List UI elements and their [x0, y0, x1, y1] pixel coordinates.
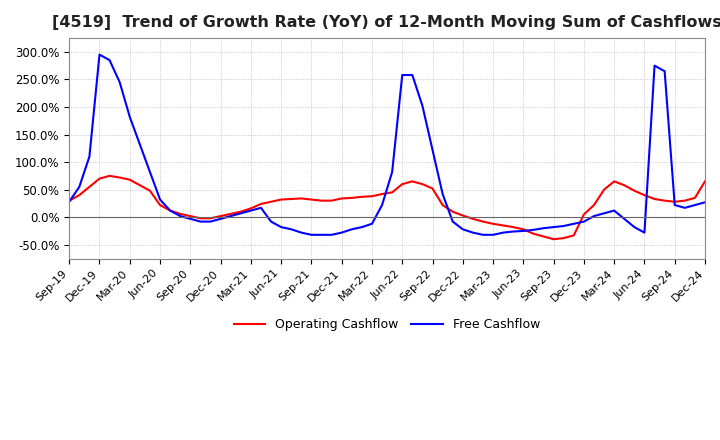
Free Cashflow: [65, 199, 73, 205]
Free Cashflow: [398, 73, 407, 78]
Free Cashflow: [701, 200, 709, 205]
Operating Cashflow: [105, 173, 114, 179]
Line: Operating Cashflow: Operating Cashflow: [69, 176, 705, 239]
Operating Cashflow: [388, 190, 397, 195]
Free Cashflow: [489, 232, 498, 238]
Legend: Operating Cashflow, Free Cashflow: Operating Cashflow, Free Cashflow: [229, 313, 545, 336]
Title: [4519]  Trend of Growth Rate (YoY) of 12-Month Moving Sum of Cashflows: [4519] Trend of Growth Rate (YoY) of 12-…: [53, 15, 720, 30]
Operating Cashflow: [489, 221, 498, 227]
Operating Cashflow: [428, 186, 437, 191]
Free Cashflow: [156, 197, 164, 202]
Free Cashflow: [348, 227, 356, 232]
Operating Cashflow: [156, 202, 164, 208]
Operating Cashflow: [701, 179, 709, 184]
Operating Cashflow: [65, 198, 73, 203]
Free Cashflow: [438, 191, 447, 197]
Free Cashflow: [499, 230, 508, 235]
Operating Cashflow: [549, 237, 558, 242]
Free Cashflow: [95, 52, 104, 57]
Line: Free Cashflow: Free Cashflow: [69, 55, 705, 235]
Operating Cashflow: [479, 219, 487, 224]
Free Cashflow: [307, 232, 316, 238]
Operating Cashflow: [338, 196, 346, 201]
